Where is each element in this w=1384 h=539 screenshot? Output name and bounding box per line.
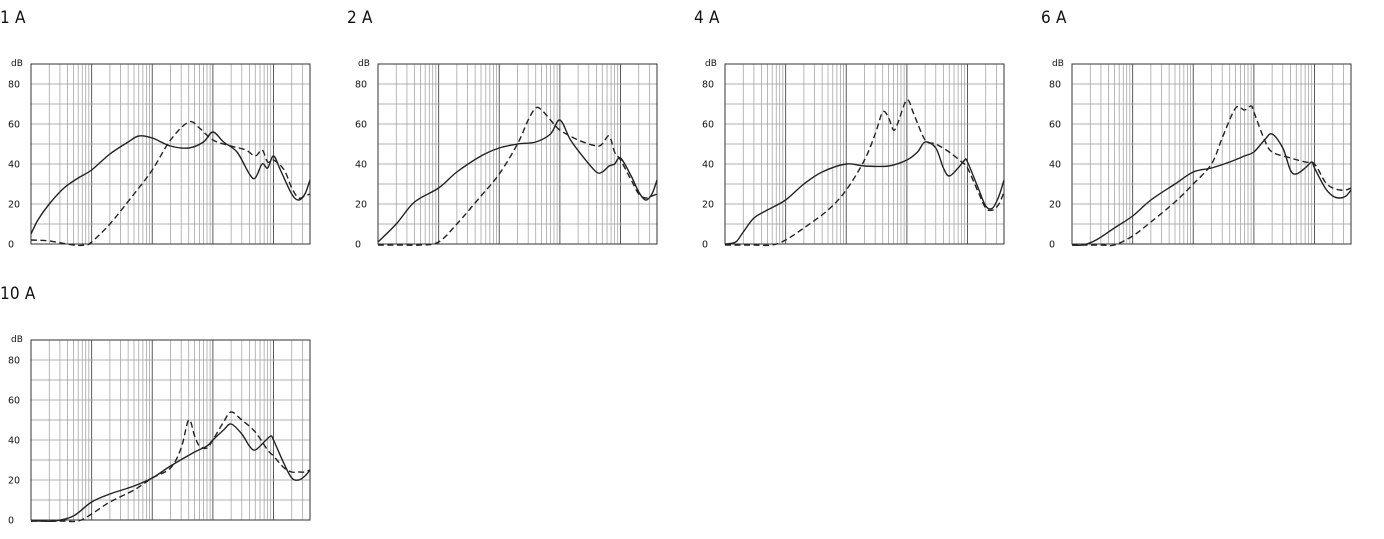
horizontal-grid xyxy=(725,83,1004,225)
x-tick-label: 0.1 xyxy=(84,523,99,524)
plot-frame xyxy=(30,63,311,245)
y-tick-label: 0 xyxy=(8,240,14,249)
series-line-dashed xyxy=(1072,105,1352,247)
y-axis-label: dB xyxy=(1052,59,1064,69)
x-tick-label: 400 xyxy=(648,247,666,248)
horizontal-grid xyxy=(31,83,310,225)
plot-frame xyxy=(1071,63,1352,245)
y-tick-label: 60 xyxy=(8,396,20,407)
x-tick-label: 100 xyxy=(1305,247,1323,248)
vertical-grid xyxy=(30,340,311,520)
chart-panel-4: 6 A 020406080dB0.010.1110100400MHz xyxy=(1041,8,1381,248)
x-tick-label: 0.01 xyxy=(367,247,388,248)
series-line-dashed xyxy=(378,106,658,246)
y-tick-label: 80 xyxy=(8,80,20,91)
series-line-solid xyxy=(31,423,311,523)
vertical-grid xyxy=(377,64,658,244)
series-line-solid xyxy=(724,141,1005,245)
chart-panel-1: 1 A 020406080dB0.010.1110100400MHz xyxy=(0,8,340,248)
y-tick-label: 60 xyxy=(1049,120,1061,131)
chart-3: 020406080dB0.010.1110100400MHz xyxy=(702,59,1013,249)
x-tick-label: 10 xyxy=(207,523,219,524)
x-tick-label: 1 xyxy=(149,523,155,524)
chart-title: 2 A xyxy=(347,8,373,28)
y-tick-label: 20 xyxy=(8,476,20,487)
x-tick-label: 1 xyxy=(1190,247,1196,248)
y-tick-label: 20 xyxy=(1049,200,1061,211)
y-tick-label: 80 xyxy=(1049,80,1061,91)
y-axis-label: dB xyxy=(705,59,717,69)
x-tick-label: 0.1 xyxy=(778,247,793,248)
x-tick-label: 1 xyxy=(496,247,502,248)
plot-frame xyxy=(377,63,658,245)
y-tick-label: 0 xyxy=(702,240,708,249)
plot-frame xyxy=(724,63,1005,245)
vertical-grid xyxy=(1071,64,1352,244)
y-tick-label: 0 xyxy=(1049,240,1055,249)
x-tick-label: 400 xyxy=(301,247,319,248)
chart-title: 10 A xyxy=(0,284,36,304)
y-tick-label: 80 xyxy=(702,80,714,91)
horizontal-grid xyxy=(378,83,657,225)
series-line-dashed xyxy=(31,411,311,523)
y-tick-label: 60 xyxy=(702,120,714,131)
x-tick-label: 0.1 xyxy=(1125,247,1140,248)
y-tick-label: 80 xyxy=(355,80,367,91)
y-tick-label: 40 xyxy=(8,436,20,447)
y-tick-label: 20 xyxy=(8,200,20,211)
horizontal-grid xyxy=(1072,83,1351,225)
horizontal-grid xyxy=(31,359,310,501)
x-tick-label: 100 xyxy=(958,247,976,248)
series-line-solid xyxy=(377,119,658,243)
x-tick-label: 10 xyxy=(554,247,566,248)
chart-1: 020406080dB0.010.1110100400MHz xyxy=(8,59,319,249)
y-tick-label: 80 xyxy=(8,356,20,367)
chart-title: 4 A xyxy=(694,8,720,28)
y-tick-label: 0 xyxy=(8,516,14,525)
plot-frame xyxy=(30,339,311,521)
y-axis-label: dB xyxy=(11,335,23,345)
chart-panel-3: 4 A 020406080dB0.010.1110100400MHz xyxy=(694,8,1034,248)
x-tick-label: 400 xyxy=(1342,247,1360,248)
y-axis-label: dB xyxy=(11,59,23,69)
vertical-grid xyxy=(30,64,311,244)
y-tick-label: 20 xyxy=(702,200,714,211)
x-tick-label: 10 xyxy=(1248,247,1260,248)
x-tick-label: 1 xyxy=(843,247,849,248)
x-tick-label: 100 xyxy=(264,247,282,248)
series-line-dashed xyxy=(725,99,1005,247)
y-tick-label: 0 xyxy=(355,240,361,249)
x-tick-label: 0.1 xyxy=(84,247,99,248)
series-line-dashed xyxy=(30,120,311,247)
y-tick-label: 40 xyxy=(1049,160,1061,171)
x-tick-label: 100 xyxy=(611,247,629,248)
chart-2: 020406080dB0.010.1110100400MHz xyxy=(355,59,666,249)
y-tick-label: 40 xyxy=(702,160,714,171)
x-tick-label: 0.1 xyxy=(431,247,446,248)
x-tick-label: 10 xyxy=(901,247,913,248)
y-axis-label: dB xyxy=(358,59,370,69)
x-tick-label: 0.01 xyxy=(20,523,41,524)
x-tick-label: 0.01 xyxy=(1061,247,1082,248)
x-tick-label: 400 xyxy=(301,523,319,524)
x-tick-label: 1 xyxy=(149,247,155,248)
x-tick-label: 0.01 xyxy=(20,247,41,248)
x-tick-label: 400 xyxy=(995,247,1013,248)
y-tick-label: 60 xyxy=(8,120,20,131)
chart-title: 6 A xyxy=(1041,8,1067,28)
x-tick-label: 0.01 xyxy=(714,247,735,248)
chart-panel-5: 10 A 020406080dB0.010.1110100400MHz xyxy=(0,284,340,524)
chart-5: 020406080dB0.010.1110100400MHz xyxy=(8,335,319,525)
chart-4: 020406080dB0.010.1110100400MHz xyxy=(1049,59,1360,249)
vertical-grid xyxy=(724,64,1005,244)
x-tick-label: 100 xyxy=(264,523,282,524)
chart-panel-2: 2 A 020406080dB0.010.1110100400MHz xyxy=(347,8,687,248)
y-tick-label: 40 xyxy=(355,160,367,171)
x-tick-label: 10 xyxy=(207,247,219,248)
y-tick-label: 40 xyxy=(8,160,20,171)
chart-title: 1 A xyxy=(0,8,26,28)
y-tick-label: 20 xyxy=(355,200,367,211)
y-tick-label: 60 xyxy=(355,120,367,131)
